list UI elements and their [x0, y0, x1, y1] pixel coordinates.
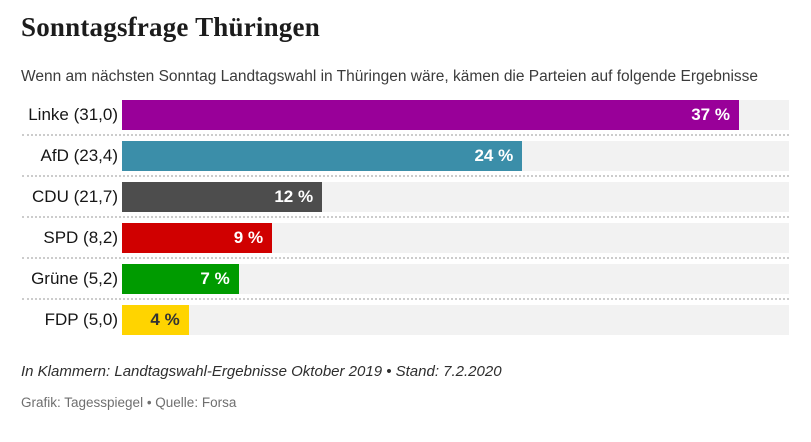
bar: 37 % — [122, 100, 739, 130]
sonntagsfrage-card: Sonntagsfrage Thüringen Wenn am nächsten… — [21, 12, 789, 410]
bar-value-label: 24 % — [474, 146, 514, 165]
chart-row: Linke (31,0) 37 % — [21, 100, 789, 130]
party-label-spd: SPD (8,2) — [43, 228, 118, 247]
bar-value-label: 4 % — [150, 310, 180, 329]
bar-track: 37 % — [122, 100, 789, 130]
bar: 12 % — [122, 182, 323, 212]
chart-credit: Grafik: Tagesspiegel • Quelle: Forsa — [21, 395, 237, 410]
chart-subtitle: Wenn am nächsten Sonntag Landtagswahl in… — [21, 68, 759, 85]
bar-value-label: 7 % — [200, 269, 230, 288]
bar-value-label: 9 % — [233, 228, 264, 247]
bar: 9 % — [122, 223, 273, 253]
row-separator — [22, 175, 789, 177]
party-label-linke: Linke (31,0) — [28, 105, 118, 124]
row-separator — [22, 298, 789, 300]
chart-footnote: In Klammern: Landtagswahl-Ergebnisse Okt… — [21, 363, 502, 380]
row-separator — [22, 134, 789, 136]
bar: 7 % — [122, 264, 239, 294]
bar-track: 24 % — [122, 141, 789, 171]
row-separator — [22, 257, 789, 259]
bar-track: 7 % — [122, 264, 789, 294]
bar-track: 12 % — [122, 182, 789, 212]
bar-value-label: 37 % — [691, 105, 730, 124]
page-title: Sonntagsfrage Thüringen — [21, 12, 320, 42]
chart-row: SPD (8,2) 9 % — [21, 223, 789, 253]
bar-value-label: 12 % — [274, 187, 314, 206]
row-separator — [22, 216, 789, 218]
chart-row: FDP (5,0) 4 % — [21, 305, 789, 335]
bar-track: 9 % — [122, 223, 789, 253]
bar: 4 % — [122, 305, 189, 335]
party-label-gruene: Grüne (5,2) — [31, 269, 118, 288]
bar: 24 % — [122, 141, 523, 171]
party-label-cdu: CDU (21,7) — [32, 187, 118, 206]
chart-row: Grüne (5,2) 7 % — [21, 264, 789, 294]
poll-bar-chart: Linke (31,0) 37 % AfD (23,4) 24 % CDU (2… — [21, 100, 789, 335]
bar-track: 4 % — [122, 305, 789, 335]
chart-row: AfD (23,4) 24 % — [21, 141, 789, 171]
chart-row: CDU (21,7) 12 % — [21, 182, 789, 212]
party-label-fdp: FDP (5,0) — [44, 310, 118, 329]
party-label-afd: AfD (23,4) — [40, 146, 118, 165]
